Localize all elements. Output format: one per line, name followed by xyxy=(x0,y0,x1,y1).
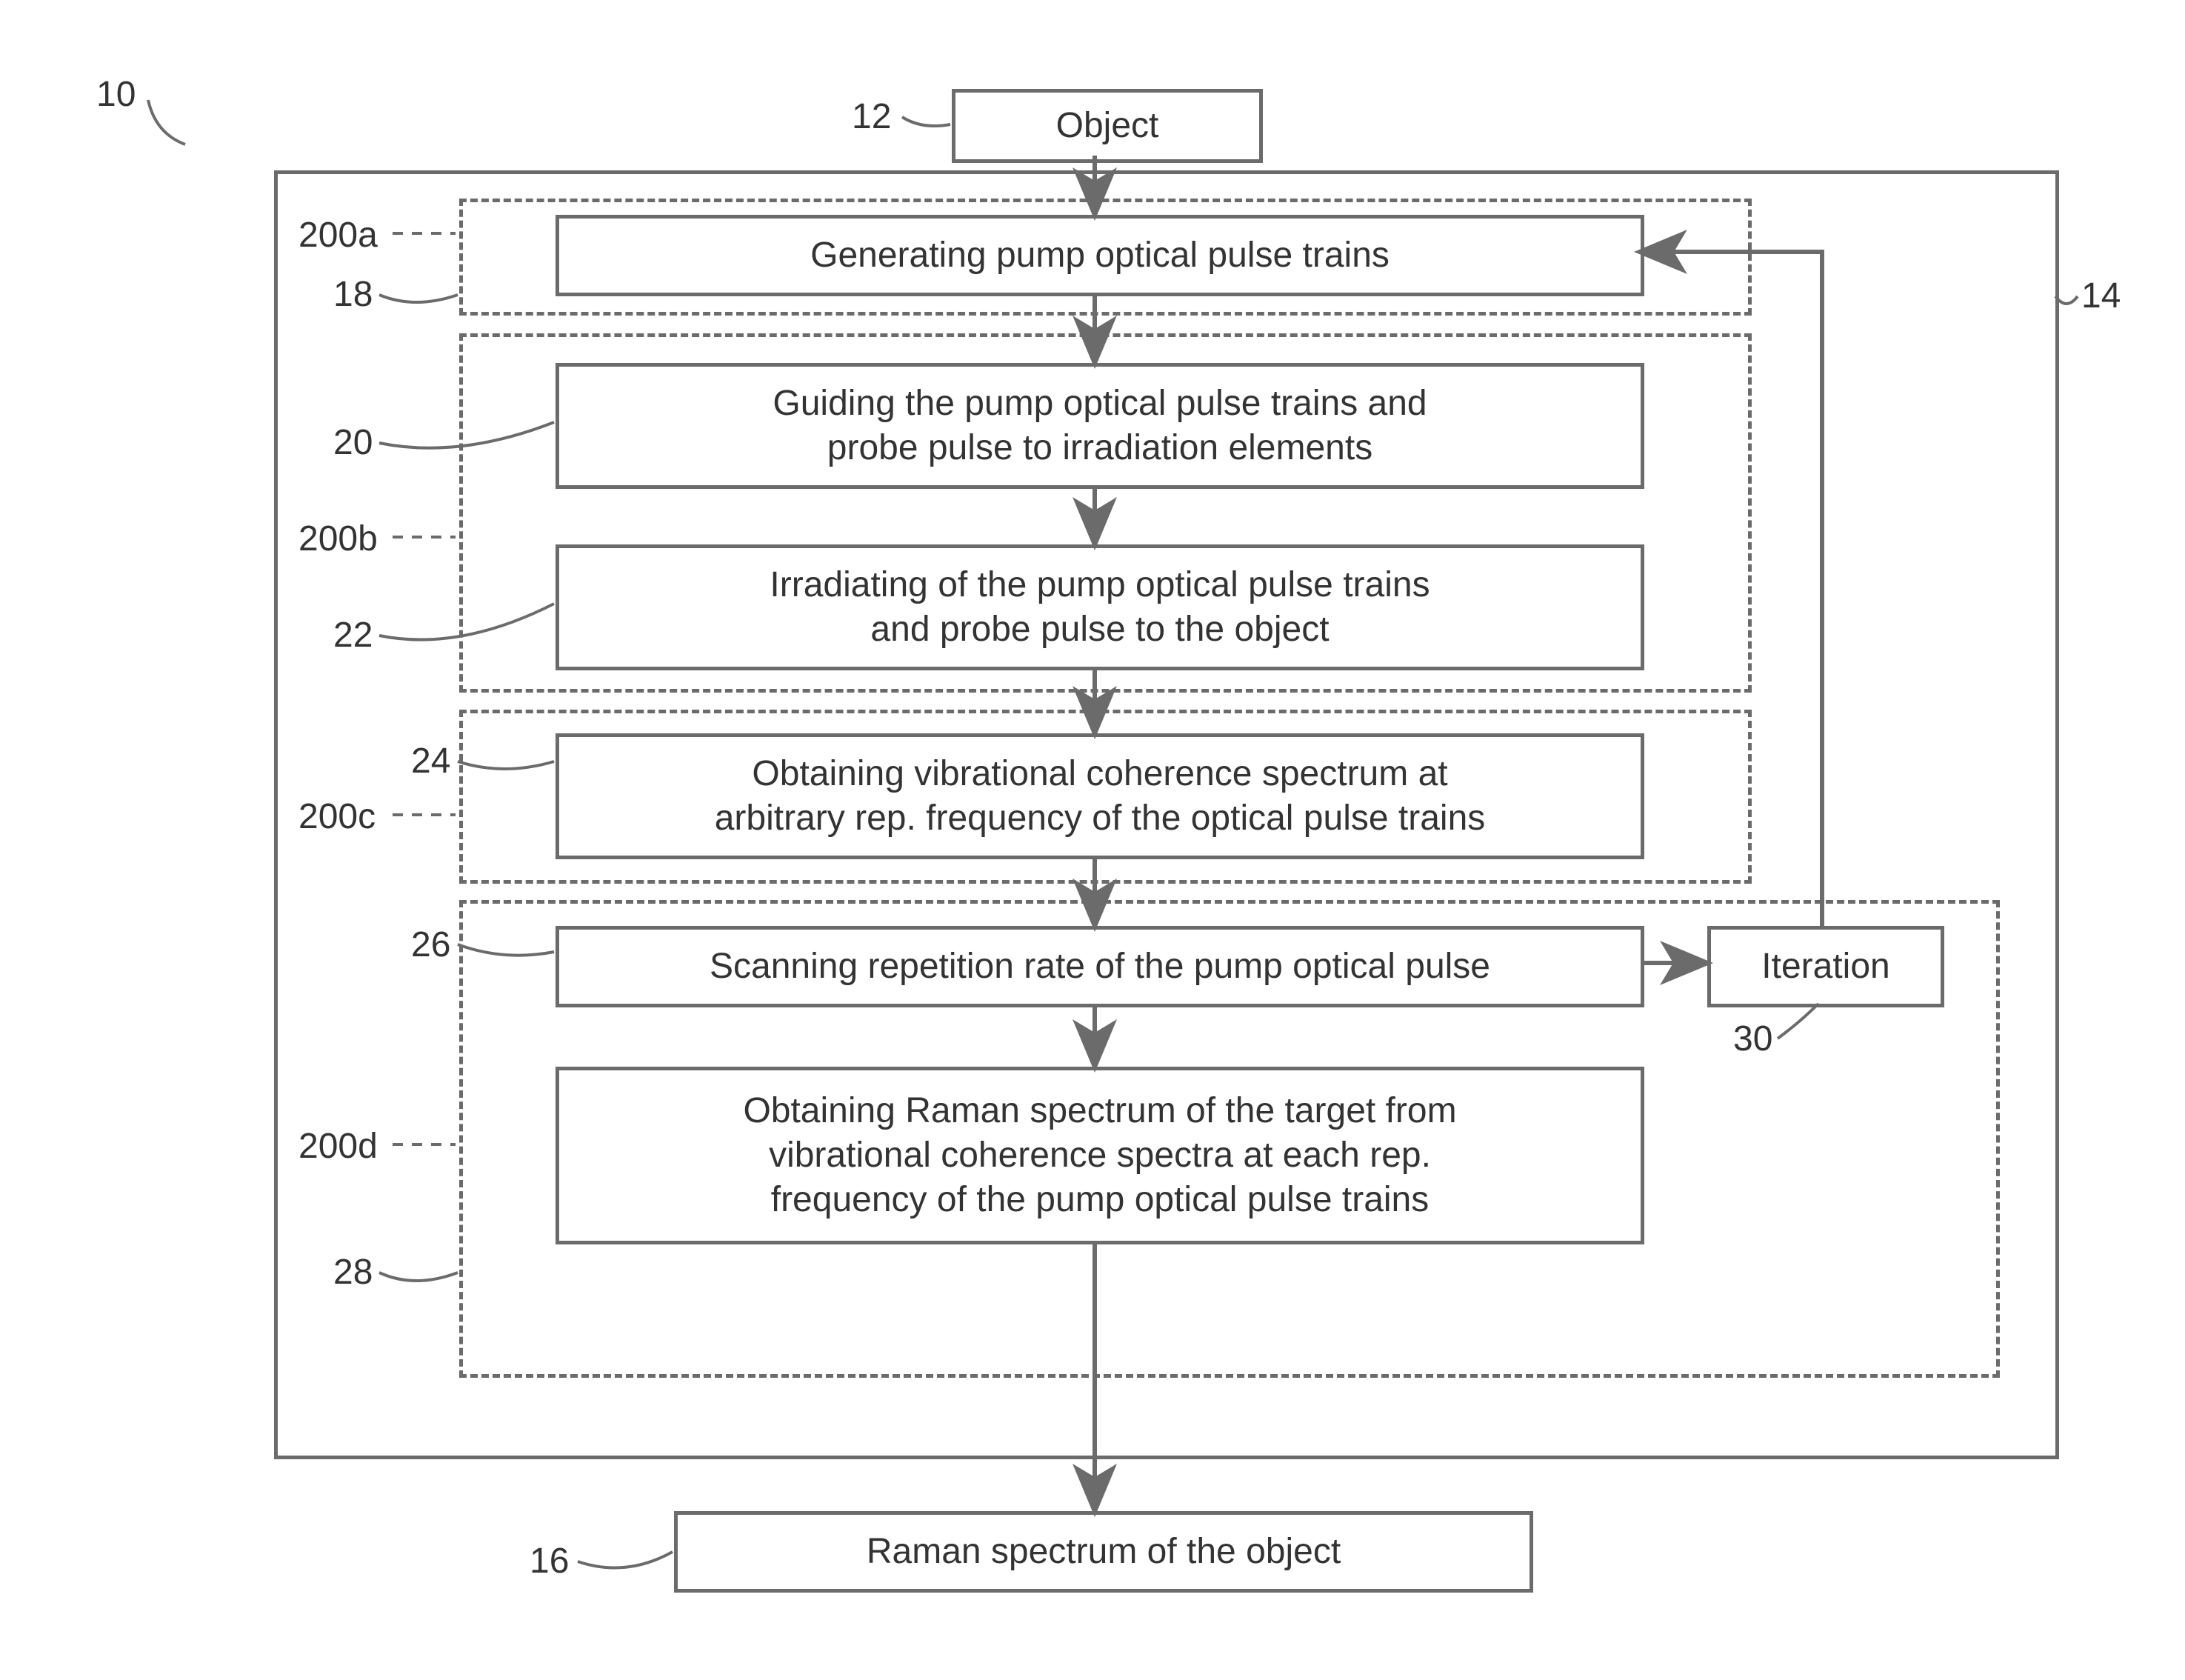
node-irradiating-text: Irradiating of the pump optical pulse tr… xyxy=(756,556,1443,659)
label-200b: 200b xyxy=(298,519,378,559)
node-raman-spectrum: Raman spectrum of the object xyxy=(674,1511,1533,1593)
label-22: 22 xyxy=(333,615,373,656)
node-guiding-text: Guiding the pump optical pulse trains an… xyxy=(759,374,1440,478)
label-20: 20 xyxy=(333,422,373,463)
node-iteration-text: Iteration xyxy=(1748,937,1903,996)
node-raman-spectrum-text: Raman spectrum of the object xyxy=(853,1522,1354,1581)
label-200a: 200a xyxy=(298,215,378,256)
node-object: Object xyxy=(952,89,1263,163)
node-obtain-vib: Obtaining vibrational coherence spectrum… xyxy=(556,733,1644,859)
label-26: 26 xyxy=(411,924,450,965)
node-scanning: Scanning repetition rate of the pump opt… xyxy=(556,926,1644,1007)
label-200c: 200c xyxy=(298,796,376,837)
node-obtain-raman-text: Obtaining Raman spectrum of the target f… xyxy=(730,1081,1470,1230)
node-obtain-vib-text: Obtaining vibrational coherence spectrum… xyxy=(701,744,1499,848)
node-iteration: Iteration xyxy=(1707,926,1944,1007)
label-200d: 200d xyxy=(298,1126,378,1167)
node-irradiating: Irradiating of the pump optical pulse tr… xyxy=(556,544,1644,670)
label-18: 18 xyxy=(333,274,373,315)
node-object-text: Object xyxy=(1043,96,1172,156)
node-gen-pump: Generating pump optical pulse trains xyxy=(556,215,1644,296)
label-12: 12 xyxy=(852,96,891,137)
node-gen-pump-text: Generating pump optical pulse trains xyxy=(797,226,1403,285)
diagram-canvas: Object Generating pump optical pulse tra… xyxy=(0,0,2185,1680)
node-guiding: Guiding the pump optical pulse trains an… xyxy=(556,363,1644,489)
label-28: 28 xyxy=(333,1252,373,1293)
label-16: 16 xyxy=(530,1541,569,1581)
label-14: 14 xyxy=(2081,276,2121,316)
node-scanning-text: Scanning repetition rate of the pump opt… xyxy=(696,937,1504,996)
label-24: 24 xyxy=(411,741,450,781)
label-10: 10 xyxy=(96,74,136,115)
label-30: 30 xyxy=(1733,1019,1772,1059)
node-obtain-raman: Obtaining Raman spectrum of the target f… xyxy=(556,1067,1644,1244)
